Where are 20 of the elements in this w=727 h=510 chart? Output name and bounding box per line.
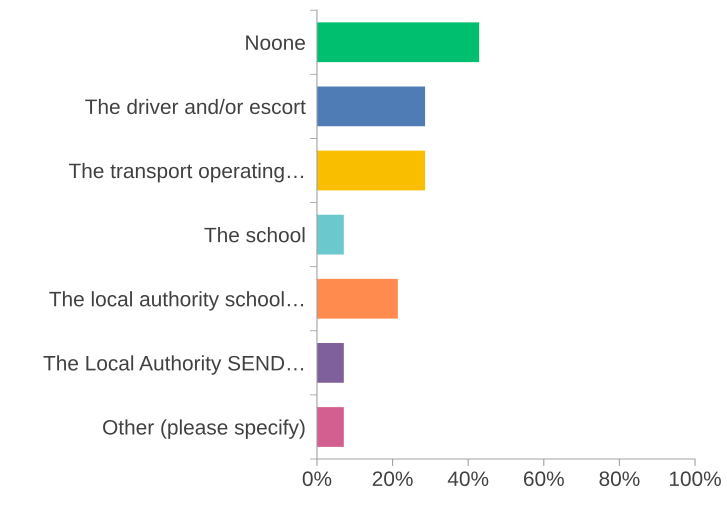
x-tick-label: 100% [670,471,721,486]
x-tick-label: 80% [599,471,640,486]
y-tick-label: Noone [246,35,305,50]
x-tick-label: 40% [448,471,488,486]
y-tick-label: The Local Authority SEND… [43,355,304,375]
bar [316,214,344,254]
y-tick-label: The driver and/or escort [85,98,306,114]
x-tick-label: 20% [372,471,413,486]
y-tick-label: The school [204,227,304,242]
y-tick-label: The transport operating… [68,162,304,182]
bar [316,22,480,62]
bar [316,86,426,126]
bar [316,342,344,383]
bar [316,278,398,319]
bar [316,150,426,190]
y-tick-label: The local authority school… [49,291,304,311]
y-tick-label: Other (please specify) [103,419,305,439]
bar [316,407,344,447]
x-tick-label: 0% [302,471,332,486]
x-tick-label: 60% [524,471,564,486]
